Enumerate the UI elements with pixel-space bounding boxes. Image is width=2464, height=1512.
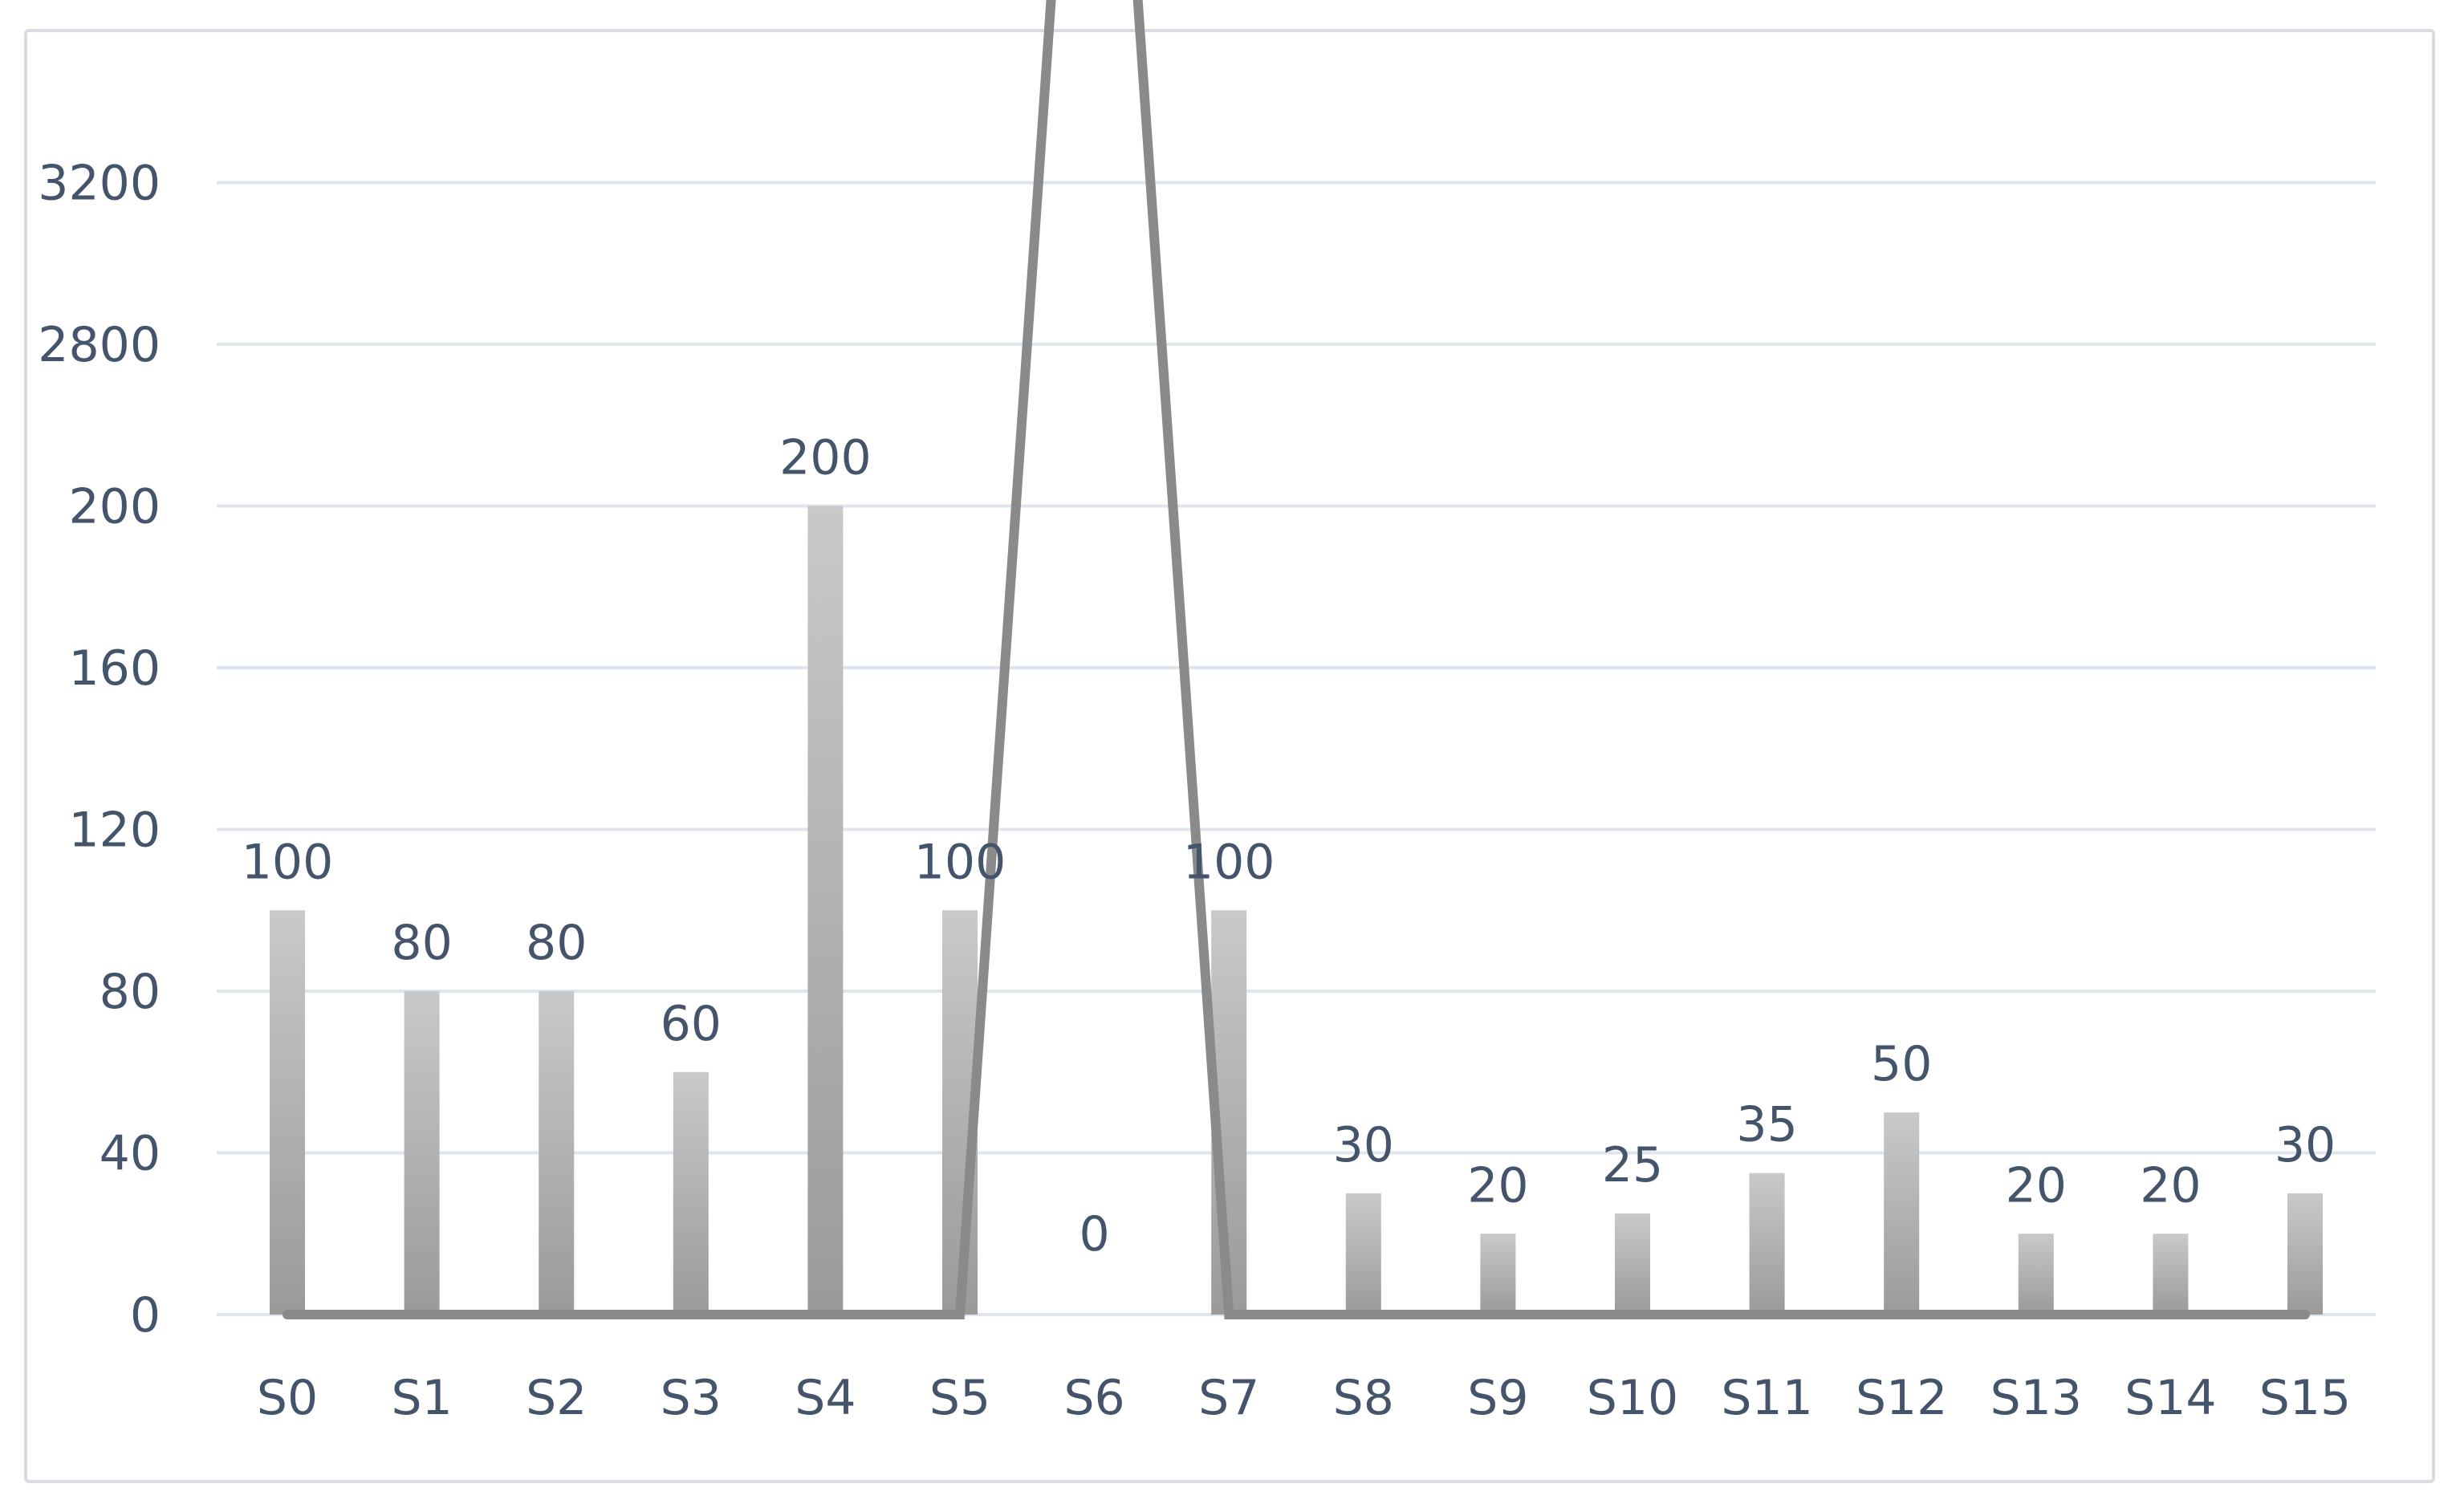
bar-series <box>270 506 2323 1315</box>
bar-s0 <box>270 910 305 1315</box>
bar-s12 <box>1884 1112 1920 1315</box>
x-tick-label: S13 <box>1990 1370 2082 1426</box>
x-tick-label: S15 <box>2259 1370 2351 1426</box>
x-tick-label: S6 <box>1063 1370 1124 1426</box>
bar-s9 <box>1480 1234 1516 1315</box>
x-tick-label: S5 <box>929 1370 990 1426</box>
x-tick-label: S10 <box>1587 1370 1678 1426</box>
x-tick-label: S9 <box>1467 1370 1528 1426</box>
y-axis-ticks: 0 40 80 120 160 200 2800 3200 <box>38 156 161 1344</box>
bar-s2 <box>539 991 575 1315</box>
y-tick-label: 40 <box>100 1126 161 1182</box>
bar-data-label: 100 <box>242 834 334 890</box>
chart-frame <box>24 29 2435 1483</box>
bar-data-label: 100 <box>914 834 1006 890</box>
x-tick-label: S4 <box>795 1370 856 1426</box>
bar-data-label: 80 <box>391 915 452 971</box>
x-tick-label: S11 <box>1721 1370 1812 1426</box>
y-tick-label: 160 <box>68 640 161 697</box>
y-tick-label: 80 <box>100 964 161 1020</box>
bar-data-label: 20 <box>2006 1157 2067 1213</box>
bar-s4 <box>807 506 844 1315</box>
x-tick-label: S1 <box>391 1370 452 1426</box>
bar-data-labels: 100 80 80 60 200 100 0 100 30 20 25 35 50 20 20 30 <box>242 430 2336 1263</box>
bar-data-label: 200 <box>779 430 872 486</box>
bar-data-label: 20 <box>1467 1157 1528 1213</box>
bar-s15 <box>2287 1193 2323 1315</box>
bar-data-label: 100 <box>1183 834 1275 890</box>
bar-data-label: 35 <box>1736 1097 1797 1153</box>
x-tick-label: S2 <box>526 1370 587 1426</box>
x-tick-label: S7 <box>1198 1370 1259 1426</box>
y-tick-label: 0 <box>130 1287 161 1343</box>
bar-data-label: 30 <box>1333 1117 1394 1173</box>
bar-s13 <box>2018 1234 2054 1315</box>
bar-s3 <box>673 1071 709 1315</box>
y-tick-label: 3200 <box>38 156 161 212</box>
x-tick-label: S0 <box>257 1370 318 1426</box>
bar-data-label: 25 <box>1602 1137 1663 1193</box>
bar-s11 <box>1749 1173 1785 1315</box>
y-tick-label: 120 <box>68 803 161 859</box>
x-axis-ticks: S0 S1 S2 S3 S4 S5 S6 S7 S8 S9 S10 S11 S12 S13 S14 S15 <box>257 1370 2351 1426</box>
bar-s10 <box>1615 1213 1650 1315</box>
bar-s1 <box>404 991 440 1315</box>
bar-s8 <box>1345 1193 1381 1315</box>
bar-s14 <box>2153 1234 2189 1315</box>
x-tick-label: S3 <box>661 1370 722 1426</box>
line-series: 3000 <box>283 0 2310 1319</box>
y-tick-label: 200 <box>68 479 161 535</box>
y-tick-label: 2800 <box>38 317 161 373</box>
x-tick-label: S8 <box>1333 1370 1394 1426</box>
x-tick-label: S12 <box>1856 1370 1947 1426</box>
bar-data-label: 80 <box>526 915 587 971</box>
bar-data-label: 60 <box>661 996 722 1052</box>
bar-data-label: 50 <box>1871 1036 1932 1092</box>
bar-data-label: 0 <box>1080 1206 1110 1262</box>
bar-data-label: 30 <box>2275 1117 2336 1173</box>
x-tick-label: S14 <box>2124 1370 2216 1426</box>
bar-data-label: 20 <box>2140 1157 2201 1213</box>
line-path <box>283 0 2310 1319</box>
